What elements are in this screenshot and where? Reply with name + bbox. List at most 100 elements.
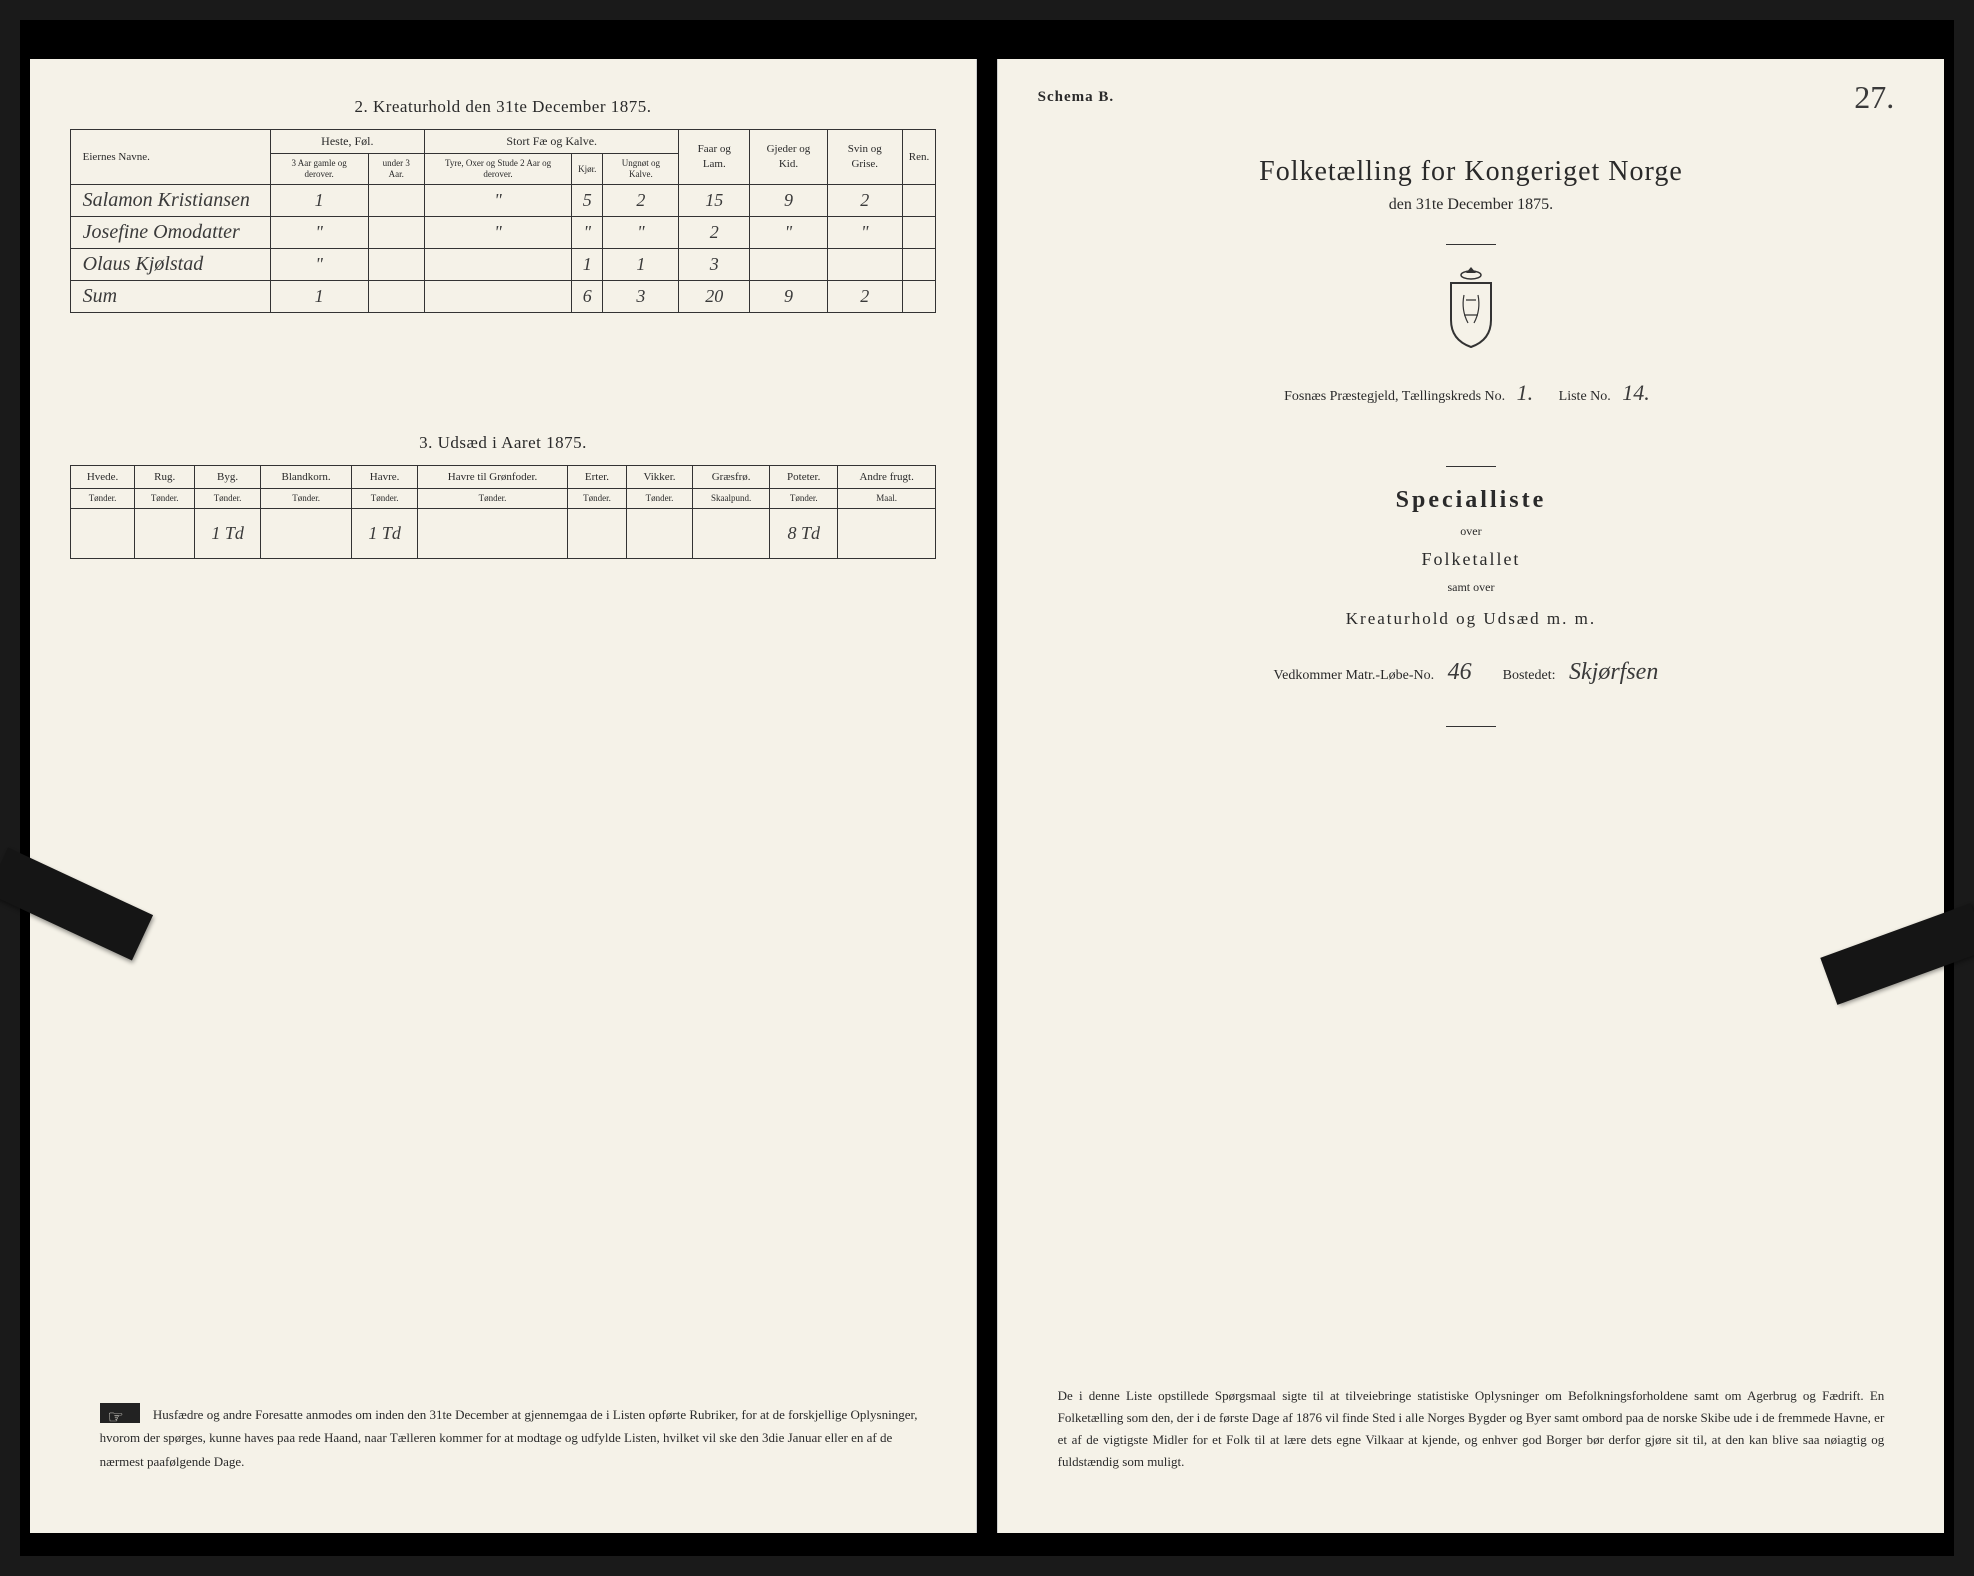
kreds-number: 1.: [1509, 380, 1542, 405]
seed-unit: Tønder.: [418, 489, 567, 509]
right-page: Schema B. 27. Folketælling for Kongerige…: [997, 59, 1945, 1534]
cell: [902, 216, 936, 248]
seed-cell: [70, 508, 135, 558]
seed-cell: 8 Td: [770, 508, 838, 558]
left-footer-note: Husfædre og andre Foresatte anmodes om i…: [100, 1403, 927, 1473]
section2-title: 2. Kreaturhold den 31te December 1875.: [70, 97, 937, 117]
cell: [750, 248, 828, 280]
schema-label: Schema B.: [1038, 89, 1905, 106]
sub-horses-3plus: 3 Aar gamle og derover.: [270, 154, 368, 185]
seed-cell: [692, 508, 770, 558]
binder-clip-right: [1821, 903, 1974, 1005]
seed-cell: [135, 508, 194, 558]
matr-label: Vedkommer Matr.-Løbe-No.: [1274, 668, 1435, 683]
cell: 1: [270, 184, 368, 216]
sum-label: Sum: [70, 280, 270, 312]
seed-unit: Maal.: [837, 489, 935, 509]
seed-unit: Tønder.: [194, 489, 260, 509]
col-goats: Gjeder og Kid.: [750, 129, 828, 184]
cell: ": [270, 248, 368, 280]
col-reindeer: Ren.: [902, 129, 936, 184]
cell: [827, 248, 902, 280]
cell: [902, 280, 936, 312]
cell: ": [827, 216, 902, 248]
cell: [368, 216, 424, 248]
seed-col: Vikker.: [627, 465, 693, 488]
cell: ": [425, 184, 572, 216]
kreaturhold-label: Kreaturhold og Udsæd m. m.: [1038, 609, 1905, 629]
table-row-sum: Sum 1 6 3 20 9 2: [70, 280, 936, 312]
cell: [425, 248, 572, 280]
section3-title: 3. Udsæd i Aaret 1875.: [70, 433, 937, 453]
seed-unit: Tønder.: [770, 489, 838, 509]
seed-col: Andre frugt.: [837, 465, 935, 488]
specialliste-title: Specialliste: [1038, 487, 1905, 514]
cell: 9: [750, 280, 828, 312]
parish-line: Fosnæs Præstegjeld, Tællingskreds No. 1.…: [1038, 380, 1905, 406]
cell: 1: [603, 248, 679, 280]
cell: ": [270, 216, 368, 248]
seed-cell: 1 Td: [351, 508, 417, 558]
seed-unit: Tønder.: [567, 489, 626, 509]
cell: 20: [679, 280, 750, 312]
left-page: 2. Kreaturhold den 31te December 1875. E…: [30, 59, 978, 1534]
owner-name: Salamon Kristiansen: [70, 184, 270, 216]
parish-prefix: Fosnæs Præstegjeld, Tællingskreds No.: [1284, 389, 1505, 404]
seed-units-row: Tønder. Tønder. Tønder. Tønder. Tønder. …: [70, 489, 936, 509]
bosted-label: Bostedet:: [1503, 668, 1556, 683]
sub-calves: Ungnøt og Kalve.: [603, 154, 679, 185]
matr-line: Vedkommer Matr.-Løbe-No. 46 Bostedet: Sk…: [1038, 659, 1905, 686]
seed-col: Havre.: [351, 465, 417, 488]
cell: ": [603, 216, 679, 248]
book-spread: 2. Kreaturhold den 31te December 1875. E…: [20, 20, 1954, 1556]
cell: 3: [679, 248, 750, 280]
seed-unit: Tønder.: [627, 489, 693, 509]
over-label: over: [1038, 524, 1905, 539]
cell: ": [750, 216, 828, 248]
cell: 1: [270, 280, 368, 312]
census-subtitle: den 31te December 1875.: [1038, 196, 1905, 214]
cell: 2: [603, 184, 679, 216]
cell: 2: [827, 280, 902, 312]
cell: 1: [572, 248, 603, 280]
seed-unit: Tønder.: [261, 489, 352, 509]
cell: [902, 184, 936, 216]
livestock-table: Eiernes Navne. Heste, Føl. Stort Fæ og K…: [70, 129, 937, 313]
seed-col: Hvede.: [70, 465, 135, 488]
cell: ": [425, 216, 572, 248]
col-group-cattle: Stort Fæ og Kalve.: [425, 129, 679, 154]
cell: [425, 280, 572, 312]
bosted-name: Skjørfsen: [1559, 659, 1668, 685]
samt-label: samt over: [1038, 580, 1905, 595]
cell: 2: [827, 184, 902, 216]
seed-col: Græsfrø.: [692, 465, 770, 488]
seed-cell: [837, 508, 935, 558]
cell: [368, 184, 424, 216]
seed-col: Blandkorn.: [261, 465, 352, 488]
cell: ": [572, 216, 603, 248]
seed-col: Byg.: [194, 465, 260, 488]
cell: 5: [572, 184, 603, 216]
seed-col: Havre til Grønfoder.: [418, 465, 567, 488]
table-row: Josefine Omodatter " " " " 2 " ": [70, 216, 936, 248]
livestock-body: Salamon Kristiansen 1 " 5 2 15 9 2 Josef…: [70, 184, 936, 312]
cell: 9: [750, 184, 828, 216]
folketallet-label: Folketallet: [1038, 549, 1905, 570]
cell: [368, 248, 424, 280]
cell: 2: [679, 216, 750, 248]
table-row: Salamon Kristiansen 1 " 5 2 15 9 2: [70, 184, 936, 216]
owner-name: Josefine Omodatter: [70, 216, 270, 248]
seed-table: Hvede. Rug. Byg. Blandkorn. Havre. Havre…: [70, 465, 937, 559]
col-group-horses: Heste, Føl.: [270, 129, 424, 154]
liste-number: 14.: [1614, 380, 1658, 405]
cell: 15: [679, 184, 750, 216]
seed-col: Erter.: [567, 465, 626, 488]
seed-cell: 1 Td: [194, 508, 260, 558]
seed-unit: Tønder.: [351, 489, 417, 509]
coat-of-arms-icon: [1436, 265, 1506, 350]
seed-unit: Tønder.: [70, 489, 135, 509]
census-title: Folketælling for Kongeriget Norge: [1038, 156, 1905, 188]
seed-cell: [261, 508, 352, 558]
cell: 6: [572, 280, 603, 312]
seed-col: Rug.: [135, 465, 194, 488]
